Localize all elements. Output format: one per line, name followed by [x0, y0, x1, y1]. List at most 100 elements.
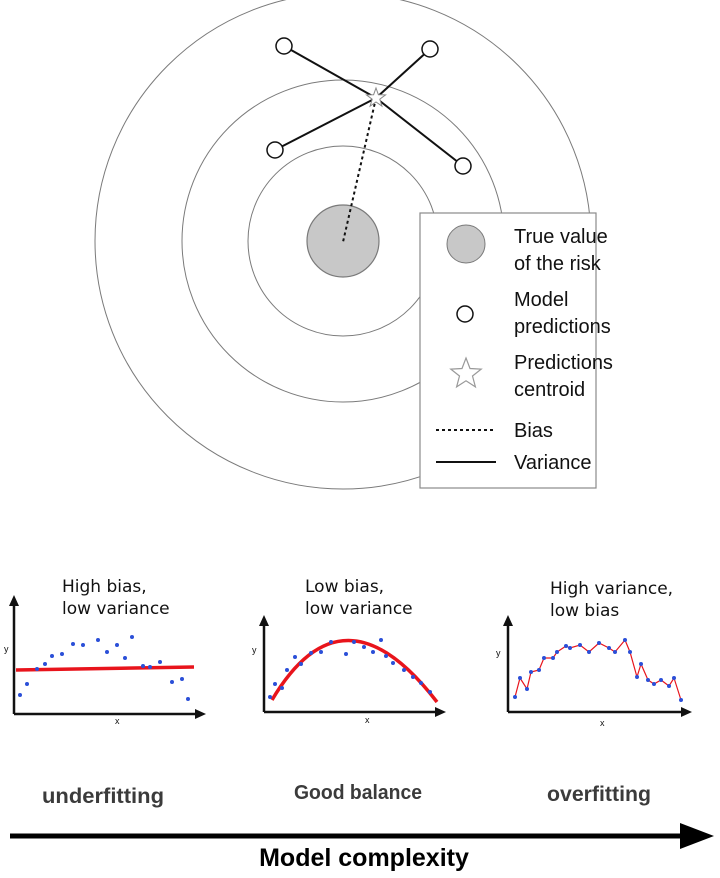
data-point	[513, 695, 517, 699]
data-point	[597, 641, 601, 645]
y-axis-label: y	[496, 648, 501, 658]
data-point	[293, 655, 297, 659]
data-point	[587, 650, 591, 654]
data-point	[613, 650, 617, 654]
panel-label: overfitting	[547, 783, 651, 806]
data-point	[568, 646, 572, 650]
data-point	[564, 644, 568, 648]
panel-good-balance: Low bias, low variance y x	[252, 577, 446, 804]
y-axis-arrow-icon	[503, 615, 513, 626]
fit-line	[15, 665, 195, 672]
panel-caption-line-2: low variance	[305, 599, 413, 619]
x-axis-label: x	[115, 716, 120, 726]
legend-true-value-label-2: of the risk	[514, 253, 602, 275]
data-point	[123, 656, 127, 660]
data-point	[623, 638, 627, 642]
data-point	[646, 678, 650, 682]
data-point	[141, 664, 145, 668]
data-point	[667, 684, 671, 688]
legend-predictions-label-1: Model	[514, 289, 568, 311]
data-point	[628, 650, 632, 654]
variance-line	[283, 45, 377, 99]
data-point	[130, 635, 134, 639]
legend-centroid-label-1: Predictions	[514, 352, 613, 374]
data-point	[607, 646, 611, 650]
bias-line	[342, 97, 377, 243]
data-point	[652, 682, 656, 686]
y-axis-label: y	[4, 644, 9, 654]
data-point	[25, 682, 29, 686]
data-point	[542, 656, 546, 660]
centroid-star-icon	[365, 86, 387, 108]
panel-label: underfitting	[42, 785, 164, 808]
panel-caption-line-2: low bias	[550, 601, 619, 621]
legend-prediction-icon	[456, 305, 474, 323]
data-point	[18, 693, 22, 697]
complexity-arrow-head-icon	[680, 823, 714, 849]
data-point	[555, 650, 559, 654]
data-points	[513, 638, 683, 702]
fit-curve	[270, 638, 439, 704]
model-prediction	[454, 157, 472, 175]
model-prediction	[266, 141, 284, 159]
model-prediction	[421, 40, 439, 58]
y-axis-label: y	[252, 645, 257, 655]
data-point	[170, 680, 174, 684]
data-point	[428, 690, 432, 694]
target	[94, 0, 592, 490]
data-points	[268, 638, 432, 699]
data-point	[659, 678, 663, 682]
data-point	[81, 643, 85, 647]
data-point	[639, 662, 643, 666]
panel-caption-line-1: High bias,	[62, 577, 147, 597]
panel-caption-line-2: low variance	[62, 599, 170, 619]
data-point	[268, 695, 272, 699]
data-point	[352, 640, 356, 644]
data-point	[186, 697, 190, 701]
model-prediction	[275, 37, 293, 55]
complexity-axis-title: Model complexity	[259, 844, 469, 872]
x-axis-arrow-icon	[195, 709, 206, 719]
data-point	[537, 668, 541, 672]
legend-centroid-star-icon	[449, 356, 483, 389]
data-point	[319, 650, 323, 654]
legend: True value of the risk Model predictions…	[419, 212, 613, 489]
legend-true-value-icon	[446, 224, 486, 264]
data-point	[411, 675, 415, 679]
x-axis-label: x	[600, 718, 605, 728]
data-point	[551, 656, 555, 660]
data-point	[158, 660, 162, 664]
data-point	[329, 640, 333, 644]
x-axis-arrow-icon	[681, 707, 692, 717]
legend-bias-label: Bias	[514, 420, 553, 442]
data-point	[280, 686, 284, 690]
complexity-axis: Model complexity	[10, 823, 714, 872]
data-point	[180, 677, 184, 681]
data-point	[371, 650, 375, 654]
legend-centroid-label-2: centroid	[514, 379, 585, 401]
panel-overfitting: High variance, low bias y x	[496, 579, 692, 806]
data-points	[18, 635, 190, 701]
data-point	[672, 676, 676, 680]
panel-caption-line-1: Low bias,	[305, 577, 384, 597]
data-point	[115, 643, 119, 647]
legend-true-value-label-1: True value	[514, 226, 608, 248]
legend-box	[419, 212, 597, 489]
variance-line	[375, 97, 464, 167]
data-point	[384, 654, 388, 658]
data-point	[391, 661, 395, 665]
data-point	[105, 650, 109, 654]
panel-label: Good balance	[294, 782, 422, 804]
legend-variance-label: Variance	[514, 452, 591, 474]
panel-underfitting: High bias, low variance y x	[4, 577, 206, 808]
data-point	[344, 652, 348, 656]
data-point	[60, 652, 64, 656]
data-point	[309, 651, 313, 655]
data-point	[35, 667, 39, 671]
y-axis-arrow-icon	[9, 595, 19, 606]
data-point	[679, 698, 683, 702]
data-point	[50, 654, 54, 658]
data-point	[578, 643, 582, 647]
data-point	[362, 645, 366, 649]
